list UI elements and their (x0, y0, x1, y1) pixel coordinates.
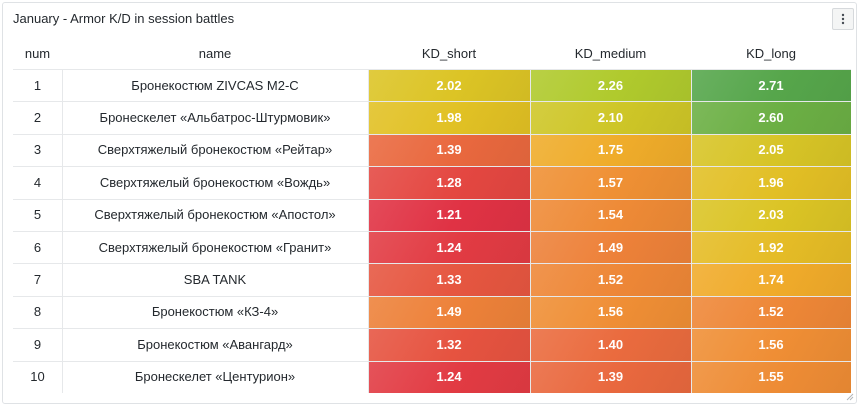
row-divider (13, 230, 851, 232)
cell-kd-long: 1.96 (691, 166, 851, 199)
cell-kd-long: 2.71 (691, 69, 851, 102)
panel-header: January - Armor K/D in session battles (3, 3, 856, 33)
cell-name: Сверхтяжелый бронекостюм «Апостол» (62, 198, 368, 231)
column-header-kd-medium[interactable]: KD_medium (574, 46, 647, 61)
table-header-row: num name KD_short KD_medium KD_long (13, 39, 851, 69)
cell-num: 2 (13, 101, 62, 134)
cell-kd-medium: 1.39 (530, 360, 691, 393)
table-row[interactable]: 4 Сверхтяжелый бронекостюм «Вождь» 1.28 1.5… (13, 166, 851, 199)
cell-kd-long: 2.03 (691, 198, 851, 231)
row-divider (13, 69, 851, 70)
cell-num: 9 (13, 328, 62, 361)
cell-kd-short: 1.24 (368, 360, 530, 393)
table-row[interactable]: 2 Бронескелет «Альбатрос-Штурмовик» 1.98 2.… (13, 101, 851, 134)
cell-num: 4 (13, 166, 62, 199)
cell-kd-short: 1.21 (368, 198, 530, 231)
row-divider (13, 360, 851, 362)
cell-kd-short: 1.32 (368, 328, 530, 361)
cell-name: Бронекостюм «Авангард» (62, 328, 368, 361)
cell-kd-medium: 1.52 (530, 263, 691, 296)
cell-num: 1 (13, 69, 62, 102)
column-header-kd-short[interactable]: KD_short (421, 46, 477, 61)
row-divider (13, 133, 851, 135)
table-row[interactable]: 6 Сверхтяжелый бронекостюм «Гранит» 1.24 1.… (13, 230, 851, 264)
cell-name: Бронескелет «Центурион» (62, 360, 368, 393)
cell-kd-short: 2.02 (368, 69, 530, 102)
cell-kd-short: 1.39 (368, 133, 530, 167)
resize-handle-icon[interactable] (844, 391, 854, 401)
table-row[interactable]: 7 SBA TANK 1.33 1.52 1.74 (13, 263, 851, 296)
table-row[interactable]: 9 Бронекостюм «Авангард» 1.32 1.40 1.56 (13, 328, 851, 361)
cell-kd-medium: 1.57 (530, 166, 691, 199)
column-divider (62, 69, 63, 393)
cell-kd-short: 1.49 (368, 295, 530, 329)
cell-kd-long: 1.52 (691, 295, 851, 329)
cell-kd-medium: 1.56 (530, 295, 691, 329)
table-row[interactable]: 3 Сверхтяжелый бронекостюм «Рейтар» 1.39 1.… (13, 133, 851, 167)
row-divider (13, 328, 851, 330)
column-header-num[interactable]: num (24, 46, 51, 61)
row-divider (13, 263, 851, 265)
cell-kd-short: 1.98 (368, 101, 530, 134)
column-header-kd-long[interactable]: KD_long (746, 46, 796, 61)
table-row[interactable]: 10 Бронескелет «Центурион» 1.24 1.39 1.55 (13, 360, 851, 393)
cell-name: Сверхтяжелый бронекостюм «Вождь» (62, 166, 368, 199)
cell-name: Бронекостюм «КЗ-4» (62, 295, 368, 329)
row-divider (13, 295, 851, 297)
table-row[interactable]: 5 Сверхтяжелый бронекостюм «Апостол» 1.21 1… (13, 198, 851, 231)
cell-name: Бронекостюм ZIVCAS M2-C (62, 69, 368, 102)
cell-name: Бронескелет «Альбатрос-Штурмовик» (62, 101, 368, 134)
cell-num: 8 (13, 295, 62, 329)
panel-title: January - Armor K/D in session battles (13, 11, 235, 26)
column-divider (368, 69, 369, 393)
cell-kd-long: 2.05 (691, 133, 851, 167)
row-divider (13, 198, 851, 200)
cell-kd-short: 1.28 (368, 166, 530, 199)
kebab-menu-icon (841, 13, 845, 25)
cell-num: 3 (13, 133, 62, 167)
cell-kd-medium: 2.26 (530, 69, 691, 102)
cell-kd-medium: 1.40 (530, 328, 691, 361)
cell-kd-long: 1.74 (691, 263, 851, 296)
table-row[interactable]: 1 Бронекостюм ZIVCAS M2-C 2.02 2.26 2.71 (13, 69, 851, 102)
column-divider (691, 69, 692, 393)
kd-table: num name KD_short KD_medium KD_long 1 Бро… (13, 39, 851, 393)
column-divider (530, 69, 531, 393)
row-divider (13, 101, 851, 103)
cell-kd-long: 2.60 (691, 101, 851, 134)
cell-kd-short: 1.33 (368, 263, 530, 296)
cell-kd-long: 1.92 (691, 230, 851, 264)
cell-kd-medium: 1.54 (530, 198, 691, 231)
table-row[interactable]: 8 Бронекостюм «КЗ-4» 1.49 1.56 1.52 (13, 295, 851, 329)
column-header-name[interactable]: name (198, 46, 232, 61)
cell-name: Сверхтяжелый бронекостюм «Рейтар» (62, 133, 368, 167)
cell-kd-medium: 1.75 (530, 133, 691, 167)
cell-num: 10 (13, 360, 62, 393)
row-divider (13, 166, 851, 168)
panel-menu-button[interactable] (832, 8, 854, 30)
cell-name: Сверхтяжелый бронекостюм «Гранит» (62, 230, 368, 264)
cell-num: 7 (13, 263, 62, 296)
cell-kd-long: 1.56 (691, 328, 851, 361)
table-body: 1 Бронекостюм ZIVCAS M2-C 2.02 2.26 2.71 2 Бро… (13, 69, 851, 393)
cell-kd-medium: 1.49 (530, 230, 691, 264)
cell-kd-short: 1.24 (368, 230, 530, 264)
cell-num: 5 (13, 198, 62, 231)
cell-num: 6 (13, 230, 62, 264)
cell-kd-long: 1.55 (691, 360, 851, 393)
cell-name: SBA TANK (62, 263, 368, 296)
cell-kd-medium: 2.10 (530, 101, 691, 134)
